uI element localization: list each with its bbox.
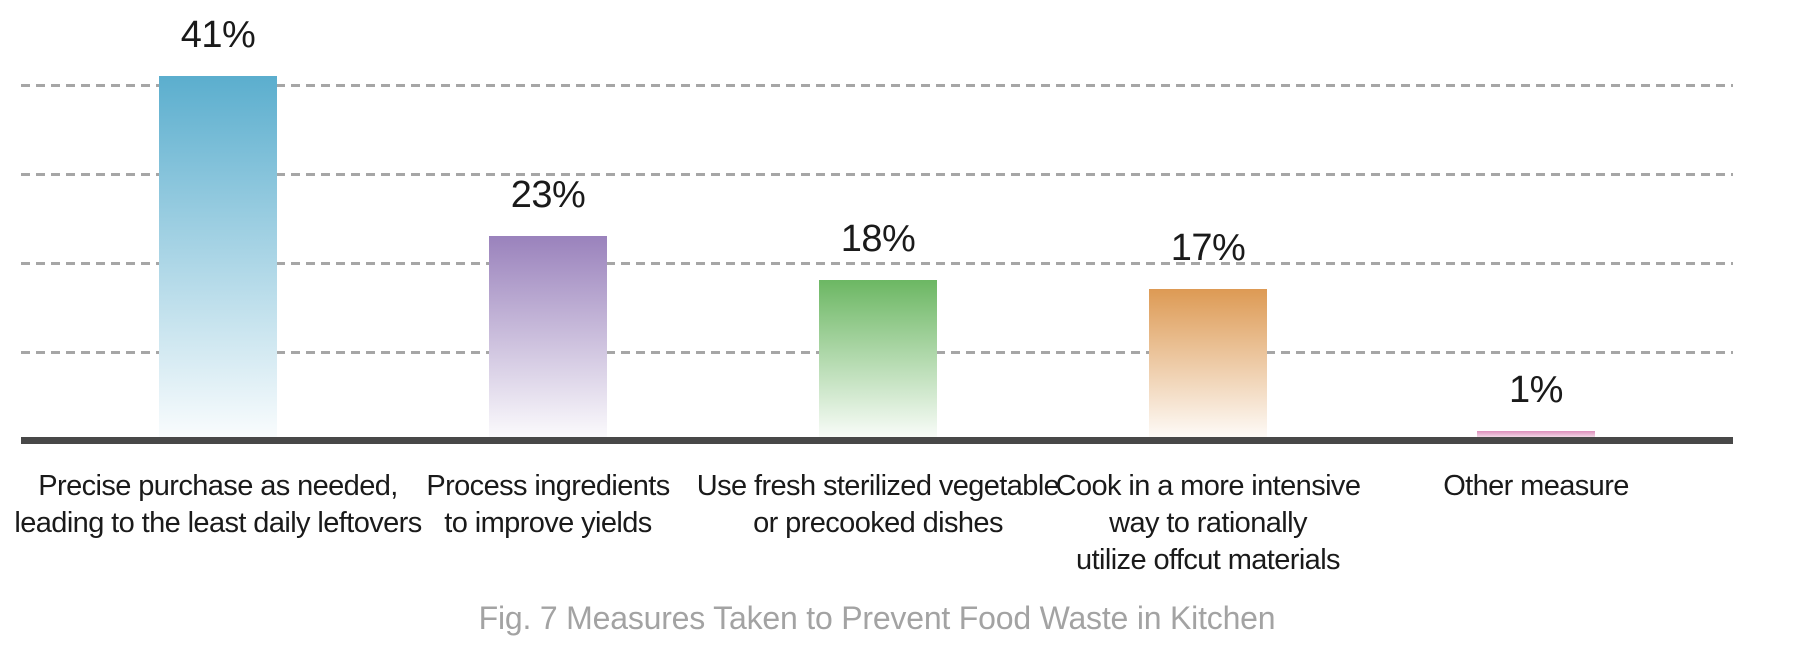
bar-value-label: 41% — [180, 13, 256, 56]
bar-value-label: 17% — [1170, 226, 1246, 269]
x-axis-label-fresh-sterilized: Use fresh sterilized vegetable or precoo… — [696, 470, 1060, 539]
bar-precise-purchase — [159, 75, 277, 440]
plot-area: 41% 23% 18% 17% 1% — [21, 0, 1733, 440]
x-axis-line — [21, 437, 1733, 444]
gridline-40pct — [21, 84, 1733, 88]
bar-value-label: 23% — [510, 173, 586, 216]
bar-group-other-measure: 1% — [1371, 0, 1701, 440]
bar-group-fresh-sterilized: 18% — [713, 0, 1043, 440]
bar-group-cook-intensive: 17% — [1043, 0, 1373, 440]
chart-caption: Fig. 7 Measures Taken to Prevent Food Wa… — [478, 600, 1276, 636]
x-axis-label-other-measure: Other measure — [1443, 470, 1629, 502]
bar-fresh-sterilized — [819, 280, 937, 440]
bar-value-label: 1% — [1509, 369, 1563, 412]
x-axis-label-process-ingredients: Process ingredients to improve yields — [426, 470, 670, 539]
bar-value-label: 18% — [840, 218, 916, 260]
x-axis-label-precise-purchase: Precise purchase as needed, leading to t… — [14, 470, 422, 539]
bar-process-ingredients — [489, 235, 607, 440]
bar-cook-intensive — [1149, 288, 1267, 440]
bar-group-precise-purchase: 41% — [53, 0, 383, 440]
bar-other-measure — [1477, 431, 1595, 440]
x-axis-label-cook-intensive: Cook in a more intensive way to rational… — [1055, 470, 1361, 576]
bar-group-process-ingredients: 23% — [383, 0, 713, 440]
gridline-20pct — [21, 262, 1733, 266]
gridline-30pct — [21, 173, 1733, 177]
